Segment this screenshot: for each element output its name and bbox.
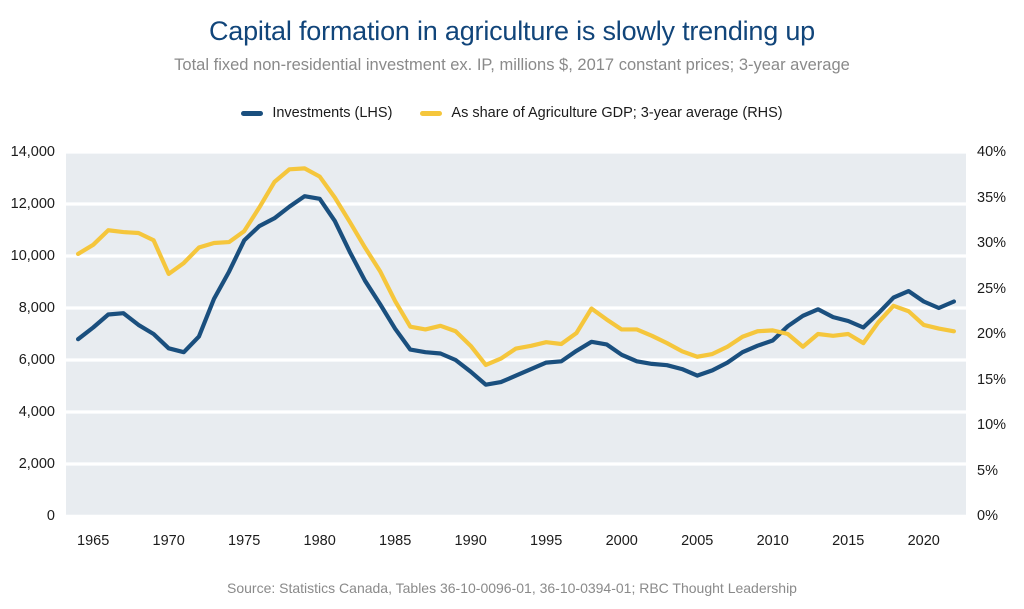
y-axis-left-tick-label: 8,000 (18, 300, 55, 316)
chart-legend: Investments (LHS) As share of Agricultur… (0, 105, 1024, 121)
y-axis-right-tick-label: 40% (977, 144, 1007, 160)
x-axis-tick-label: 1970 (152, 533, 185, 549)
x-axis-tick-label: 1980 (303, 533, 336, 549)
legend-swatch-icon-investments (241, 110, 264, 116)
chart-subtitle: Total fixed non-residential investment e… (174, 56, 850, 74)
y-axis-right-tick-label: 5% (977, 462, 998, 479)
x-axis-tick-label: 1975 (228, 533, 261, 549)
x-axis-tick-label: 1965 (77, 533, 110, 549)
source-note: Source: Statistics Canada, Tables 36-10-… (227, 580, 797, 596)
x-axis-tick-label: 1990 (454, 533, 487, 549)
y-axis-left-tick-label: 14,000 (10, 144, 55, 160)
x-axis-tick-label: 2020 (907, 533, 940, 549)
y-axis-right-tick-label: 0% (977, 508, 998, 524)
y-axis-right-tick-label: 25% (977, 280, 1007, 297)
legend-label-share-of-gdp: As share of Agriculture GDP; 3-year aver… (451, 105, 783, 121)
y-axis-right-tick-label: 15% (977, 371, 1007, 388)
y-axis-left-tick-label: 0 (46, 508, 55, 524)
legend-label-investments: Investments (LHS) (272, 105, 393, 121)
y-axis-right-tick-label: 20% (977, 326, 1007, 342)
legend-item-investments[interactable]: Investments (LHS) (241, 105, 392, 121)
x-axis-tick-label: 2010 (756, 533, 789, 549)
y-axis-left-tick-label: 10,000 (10, 248, 55, 264)
x-axis-tick-label: 2005 (681, 533, 714, 549)
y-axis-left-tick-label: 6,000 (18, 352, 55, 368)
y-axis-right-tick-label: 30% (977, 235, 1007, 251)
line-investments (75, 194, 957, 387)
x-axis-tick-label: 2015 (832, 533, 865, 549)
legend-swatch-icon-share-of-gdp (420, 110, 443, 116)
legend-item-share-of-gdp[interactable]: As share of Agriculture GDP; 3-year aver… (420, 105, 783, 121)
x-axis-tick-label: 1995 (530, 533, 563, 549)
y-axis-right-tick-label: 10% (977, 417, 1007, 433)
x-axis-tick-label: 2000 (605, 533, 638, 549)
y-axis-right-tick-label: 35% (977, 189, 1007, 206)
line-share-of-gdp (75, 166, 957, 368)
page-title: Capital formation in agriculture is slow… (209, 16, 815, 46)
x-axis-tick-label: 1985 (379, 533, 412, 549)
y-axis-left-tick-label: 12,000 (10, 196, 55, 212)
y-axis-left-tick-label: 2,000 (18, 456, 55, 472)
y-axis-left-tick-label: 4,000 (18, 404, 55, 420)
